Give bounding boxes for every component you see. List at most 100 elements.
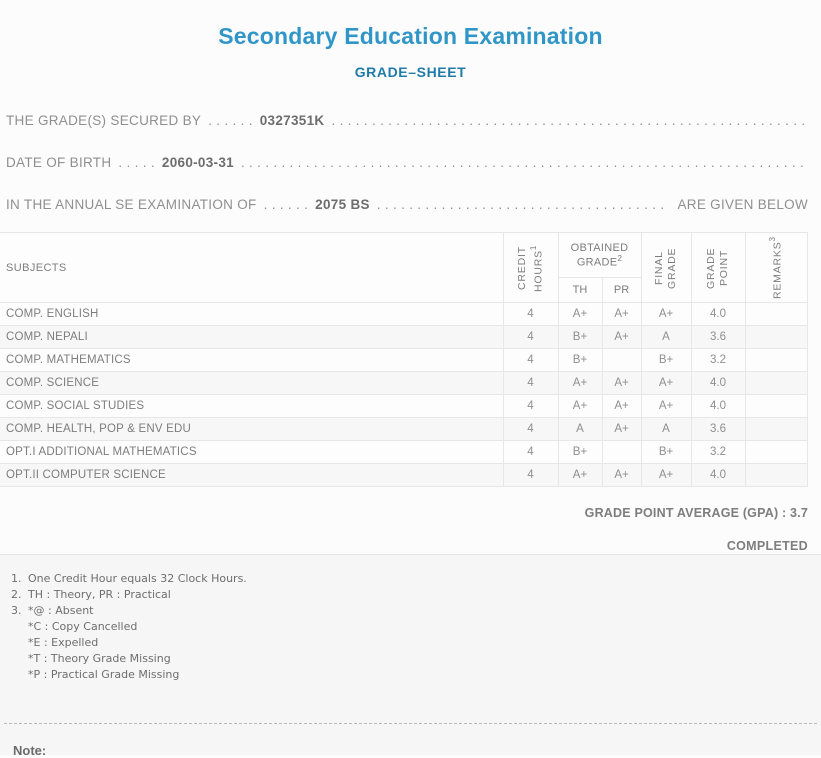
dashed-divider <box>4 723 817 724</box>
practical-grade-cell: A+ <box>601 417 642 441</box>
final-grade-header-line1: FINAL <box>652 250 665 285</box>
grade-point-cell: 3.6 <box>690 417 746 441</box>
final-grade-cell: A <box>640 417 692 441</box>
theory-grade-cell: B+ <box>557 325 603 349</box>
practical-grade-cell <box>601 440 642 464</box>
grade-point-cell: 3.6 <box>690 325 746 349</box>
leader-dots: . . . . . . . . . . . . . . . . . . . . … <box>331 113 808 128</box>
examination-year-line: IN THE ANNUAL SE EXAMINATION OF . . . . … <box>6 197 808 217</box>
grade-point-cell: 3.2 <box>690 440 746 464</box>
subject-cell: COMP. NEPALI <box>0 325 504 349</box>
remarks-cell <box>744 325 808 349</box>
credit-hours-header-line1: CREDIT <box>515 245 528 290</box>
footnote-text: *@ : Absent <box>28 604 94 617</box>
are-given-below-label: ARE GIVEN BELOW <box>677 197 808 212</box>
credit-hours-column-header: CREDIT HOURS1 <box>502 232 559 303</box>
table-row: OPT.I ADDITIONAL MATHEMATICS 4 B+ B+ 3.2 <box>0 440 808 464</box>
footnote-number <box>11 651 28 667</box>
date-of-birth-line: DATE OF BIRTH . . . . . 2060-03-31 . . .… <box>6 155 808 175</box>
leader-dots: . . . . . . . . . . . . . . . . . . . . … <box>240 155 808 170</box>
grade-point-cell: 4.0 <box>690 463 746 487</box>
practical-grade-cell <box>601 348 642 372</box>
note-label: Note: <box>13 743 47 758</box>
date-of-birth-value: 2060-03-31 <box>161 155 234 170</box>
credit-hours-cell: 4 <box>502 302 559 326</box>
list-item: 1. One Credit Hour equals 32 Clock Hours… <box>11 571 801 587</box>
leader-dots: . . . . . . <box>263 197 309 212</box>
remarks-cell <box>744 463 808 487</box>
obtained-grade-header-line1: OBTAINED <box>570 241 629 254</box>
footnotes-list: 1. One Credit Hour equals 32 Clock Hours… <box>11 571 801 683</box>
credit-hours-cell: 4 <box>502 417 559 441</box>
obtained-grade-header-line2: GRADE2 <box>576 253 623 269</box>
final-grade-cell: A+ <box>640 463 692 487</box>
subject-cell: COMP. ENGLISH <box>0 302 504 326</box>
credit-hours-header-line2: HOURS1 <box>528 243 545 292</box>
footnote-number <box>11 619 28 635</box>
list-item: *E : Expelled <box>11 635 801 651</box>
grades-secured-by-label: THE GRADE(S) SECURED BY <box>6 113 202 128</box>
grade-point-cell: 4.0 <box>690 394 746 418</box>
remarks-cell <box>744 440 808 464</box>
table-row: COMP. NEPALI 4 B+ A+ A 3.6 <box>0 325 808 349</box>
table-row: OPT.II COMPUTER SCIENCE 4 A+ A+ A+ 4.0 <box>0 463 808 487</box>
page-title: Secondary Education Examination <box>218 23 603 49</box>
page-subtitle: GRADE–SHEET <box>354 64 467 80</box>
footnote-number: 2. <box>11 588 22 601</box>
footnote-number: 1. <box>11 572 22 585</box>
leader-dots: . . . . . . . . . . . . . . . . . . . . … <box>376 197 670 212</box>
subject-cell: OPT.II COMPUTER SCIENCE <box>0 463 504 487</box>
theory-grade-cell: A+ <box>557 371 603 395</box>
footnote-number <box>11 667 28 683</box>
theory-grade-cell: A <box>557 417 603 441</box>
grade-point-header-line1: GRADE <box>704 246 717 289</box>
theory-grade-cell: B+ <box>557 440 603 464</box>
list-item: 3. *@ : Absent <box>11 603 801 619</box>
list-item: *P : Practical Grade Missing <box>11 667 801 683</box>
remarks-column-header: REMARKS3 <box>744 232 808 303</box>
footnote-text: *T : Theory Grade Missing <box>28 652 171 665</box>
theory-column-header: TH <box>557 277 603 303</box>
final-grade-cell: B+ <box>640 348 692 372</box>
table-row: COMP. MATHEMATICS 4 B+ B+ 3.2 <box>0 348 808 372</box>
remarks-cell <box>744 348 808 372</box>
subject-cell: COMP. SCIENCE <box>0 371 504 395</box>
subject-cell: COMP. SOCIAL STUDIES <box>0 394 504 418</box>
grade-point-cell: 4.0 <box>690 371 746 395</box>
leader-dots: . . . . . <box>118 155 155 170</box>
theory-grade-cell: B+ <box>557 348 603 372</box>
gpa-summary: GRADE POINT AVERAGE (GPA) : 3.7 <box>584 506 808 520</box>
list-item: 2. TH : Theory, PR : Practical <box>11 587 801 603</box>
footnote-number: 3. <box>11 604 22 617</box>
practical-grade-cell: A+ <box>601 371 642 395</box>
obtained-grade-column-header: OBTAINED GRADE2 <box>557 231 642 279</box>
practical-grade-cell: A+ <box>601 302 642 326</box>
subject-cell: COMP. HEALTH, POP & ENV EDU <box>0 417 504 441</box>
practical-column-header: PR <box>601 277 642 303</box>
completion-status: COMPLETED <box>726 539 808 553</box>
credit-hours-cell: 4 <box>502 371 559 395</box>
theory-grade-cell: A+ <box>557 302 603 326</box>
credit-hours-cell: 4 <box>502 348 559 372</box>
remarks-cell <box>744 302 808 326</box>
final-grade-cell: A+ <box>640 302 692 326</box>
theory-grade-cell: A+ <box>557 463 603 487</box>
subjects-column-header: SUBJECTS <box>0 232 504 303</box>
table-row: COMP. ENGLISH 4 A+ A+ A+ 4.0 <box>0 302 808 326</box>
table-row: COMP. SCIENCE 4 A+ A+ A+ 4.0 <box>0 371 808 395</box>
final-grade-header-line2: GRADE <box>666 246 679 289</box>
grade-point-cell: 3.2 <box>690 348 746 372</box>
footnotes-section: 1. One Credit Hour equals 32 Clock Hours… <box>0 554 821 758</box>
leader-dots: . . . . . . <box>208 113 253 128</box>
remarks-cell <box>744 371 808 395</box>
practical-grade-cell: A+ <box>601 394 642 418</box>
examination-year-label: IN THE ANNUAL SE EXAMINATION OF <box>6 197 257 212</box>
footnote-number <box>11 635 28 651</box>
table-row: COMP. SOCIAL STUDIES 4 A+ A+ A+ 4.0 <box>0 394 808 418</box>
date-of-birth-label: DATE OF BIRTH <box>6 155 112 170</box>
credit-hours-cell: 4 <box>502 440 559 464</box>
final-grade-cell: B+ <box>640 440 692 464</box>
remarks-cell <box>744 394 808 418</box>
symbol-number-value: 0327351K <box>259 113 325 128</box>
table-row: COMP. HEALTH, POP & ENV EDU 4 A A+ A 3.6 <box>0 417 808 441</box>
